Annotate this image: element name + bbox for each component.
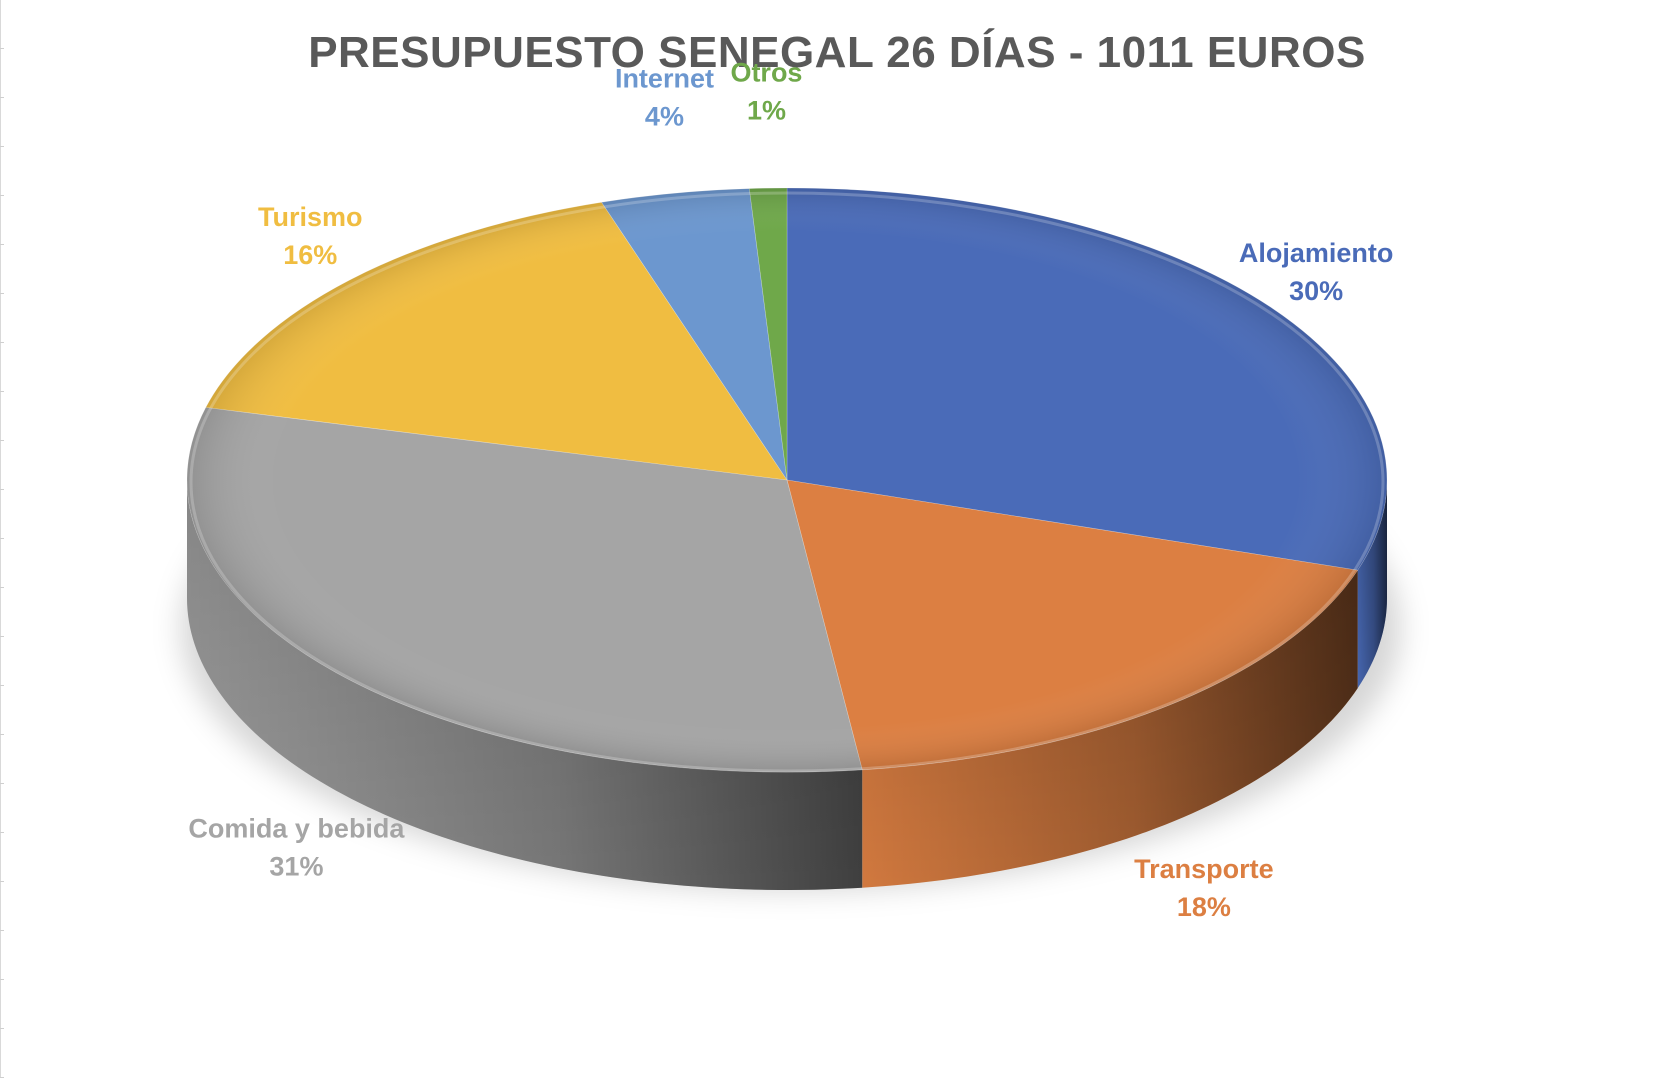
data-label-comida-y-bebida: Comida y bebida 31% bbox=[188, 813, 405, 881]
sheet-row-ticks bbox=[0, 0, 4, 1078]
data-label-internet: Internet 4% bbox=[615, 64, 714, 132]
data-label-alojamiento: Alojamiento 30% bbox=[1239, 238, 1394, 306]
data-label-alojamiento-category: Alojamiento bbox=[1239, 238, 1394, 268]
pie-top bbox=[186, 187, 1388, 773]
chart-title: PRESUPUESTO SENEGAL 26 DÍAS - 1011 EUROS bbox=[308, 28, 1366, 77]
data-label-turismo-percent: 16% bbox=[283, 240, 337, 270]
data-label-otros: Otros 1% bbox=[730, 57, 802, 125]
data-label-otros-category: Otros bbox=[730, 57, 802, 87]
data-label-internet-category: Internet bbox=[615, 64, 714, 94]
data-label-turismo-category: Turismo bbox=[258, 202, 363, 232]
data-label-comida-y-bebida-category: Comida y bebida bbox=[188, 813, 405, 843]
pie-labels: Alojamiento 30% Transporte 18% Comida y bebi… bbox=[188, 57, 1393, 922]
data-label-comida-y-bebida-percent: 31% bbox=[269, 851, 323, 881]
data-label-alojamiento-percent: 30% bbox=[1289, 276, 1343, 306]
pie-sides bbox=[187, 480, 1387, 890]
data-label-transporte: Transporte 18% bbox=[1134, 854, 1274, 922]
data-label-transporte-category: Transporte bbox=[1134, 854, 1274, 884]
data-label-turismo: Turismo 16% bbox=[258, 202, 363, 270]
pie-top-bevel bbox=[187, 188, 1387, 772]
data-label-transporte-percent: 18% bbox=[1177, 892, 1231, 922]
pie-top-highlight bbox=[189, 191, 1385, 773]
pie-side-alojamiento-vshade bbox=[1357, 480, 1387, 689]
pie-side-transporte-vshade bbox=[862, 570, 1358, 888]
pie-side-comida-y-bebida-vshade bbox=[187, 480, 863, 890]
data-label-internet-percent: 4% bbox=[645, 102, 684, 132]
data-label-otros-percent: 1% bbox=[747, 95, 786, 125]
